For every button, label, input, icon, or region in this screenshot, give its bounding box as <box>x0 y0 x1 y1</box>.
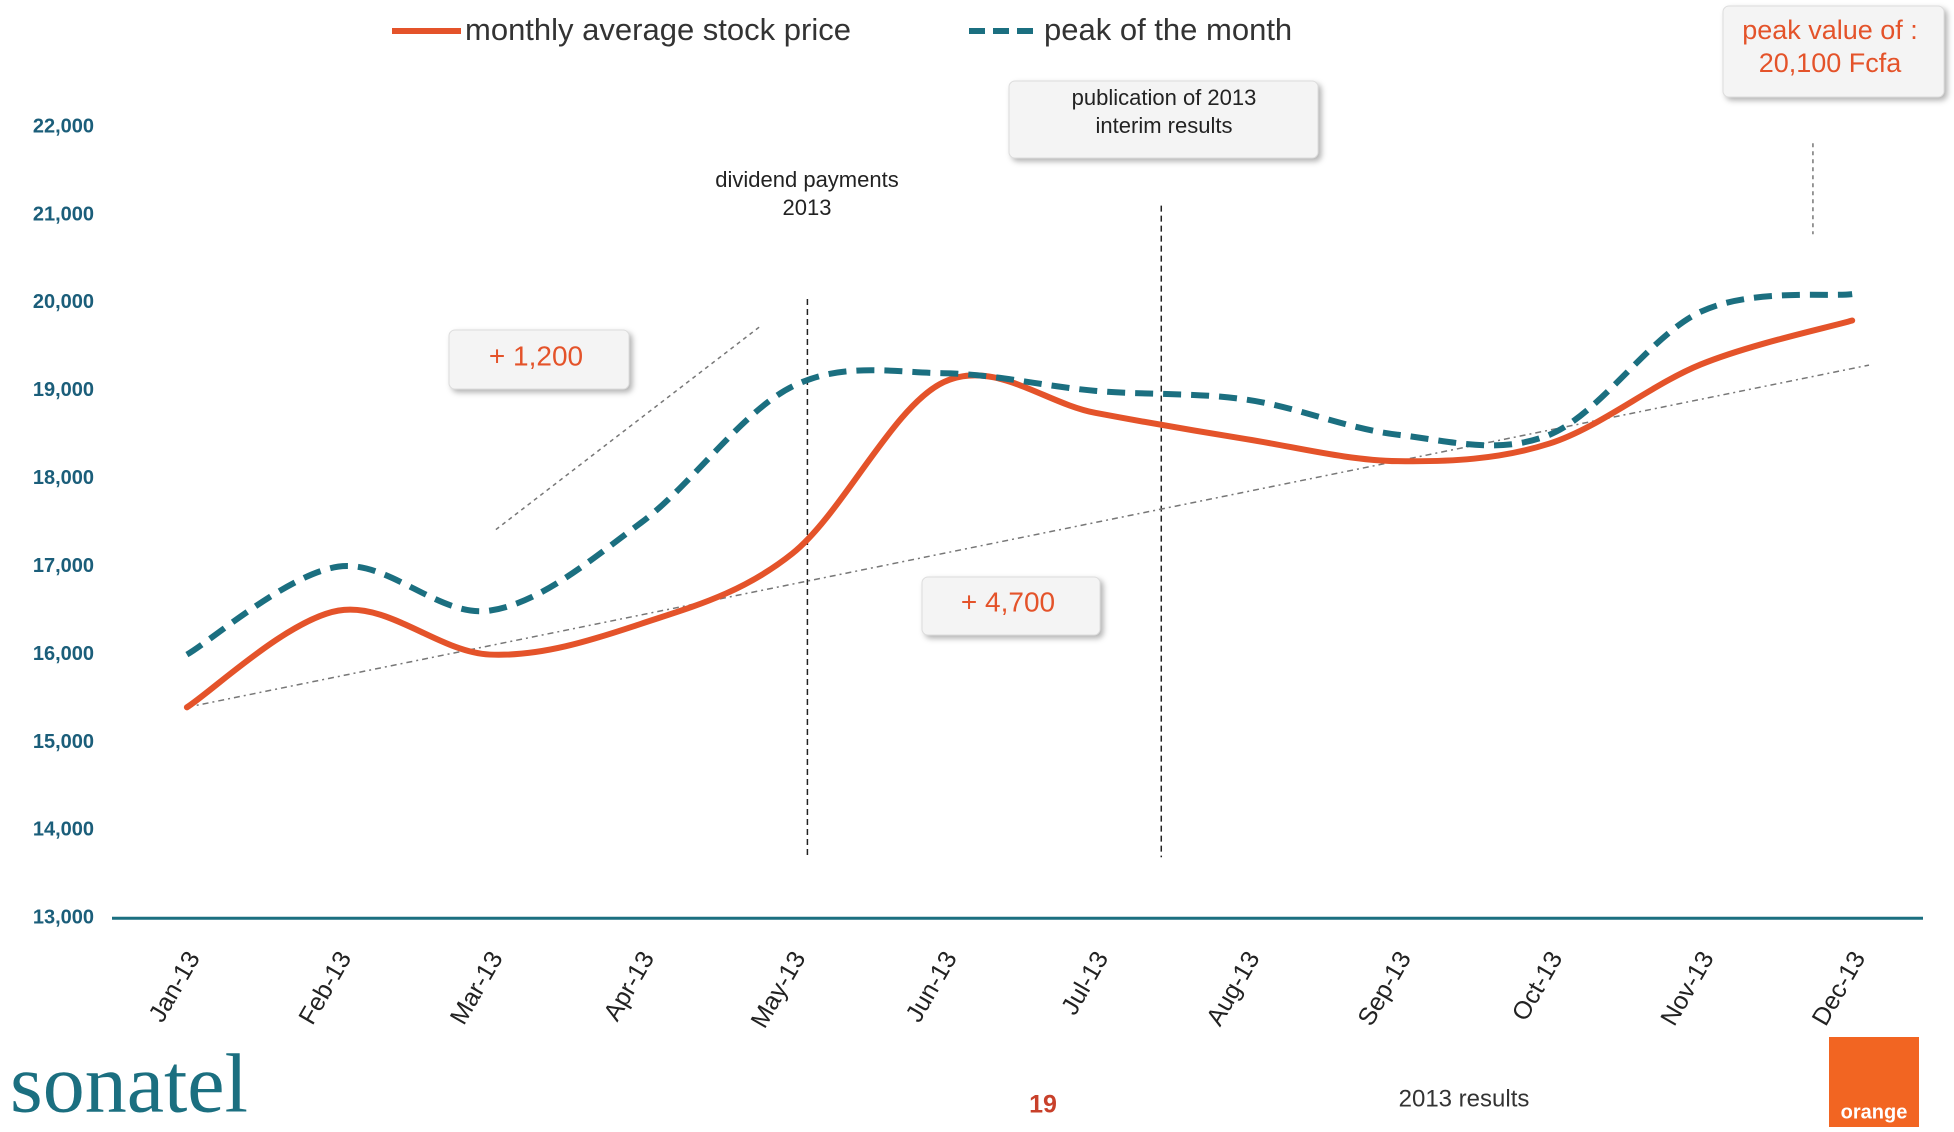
annotation-text: interim results <box>1096 113 1233 138</box>
brand: sonatel <box>10 1037 248 1130</box>
y-tick-label: 22,000 <box>33 115 94 137</box>
annotation-text: publication of 2013 <box>1072 85 1257 110</box>
logo-text: orange <box>1841 1101 1908 1123</box>
footer-caption: 2013 results <box>1399 1085 1530 1112</box>
annotation-text: dividend payments <box>715 167 898 192</box>
y-tick-label: 16,000 <box>33 643 94 665</box>
page-number: 19 <box>1029 1091 1057 1119</box>
y-tick-label: 20,000 <box>33 291 94 313</box>
trend-line <box>186 364 1870 709</box>
annotation-text: + 1,200 <box>489 340 583 371</box>
legend-label: peak of the month <box>1044 12 1292 47</box>
annotation-box <box>448 329 630 390</box>
annotation-box <box>921 576 1101 636</box>
annotation-text: 2013 <box>783 195 832 220</box>
y-tick-label: 15,000 <box>33 731 94 753</box>
y-tick-label: 21,000 <box>33 203 94 225</box>
annotation-text: peak value of : <box>1742 15 1918 45</box>
y-tick-label: 18,000 <box>33 467 94 489</box>
annotation-text: 20,100 Fcfa <box>1759 48 1903 78</box>
annotation-box <box>1722 5 1945 98</box>
series-line <box>183 317 1856 711</box>
legend-label: monthly average stock price <box>465 12 851 47</box>
y-tick-label: 14,000 <box>33 819 94 841</box>
logo-box <box>1829 1037 1919 1127</box>
y-tick-label: 19,000 <box>33 379 94 401</box>
annotation-box <box>1008 80 1319 159</box>
annotation-text: + 4,700 <box>961 586 1055 617</box>
y-tick-label: 13,000 <box>33 907 94 929</box>
series-line <box>185 291 1853 658</box>
y-tick-label: 17,000 <box>33 555 94 577</box>
